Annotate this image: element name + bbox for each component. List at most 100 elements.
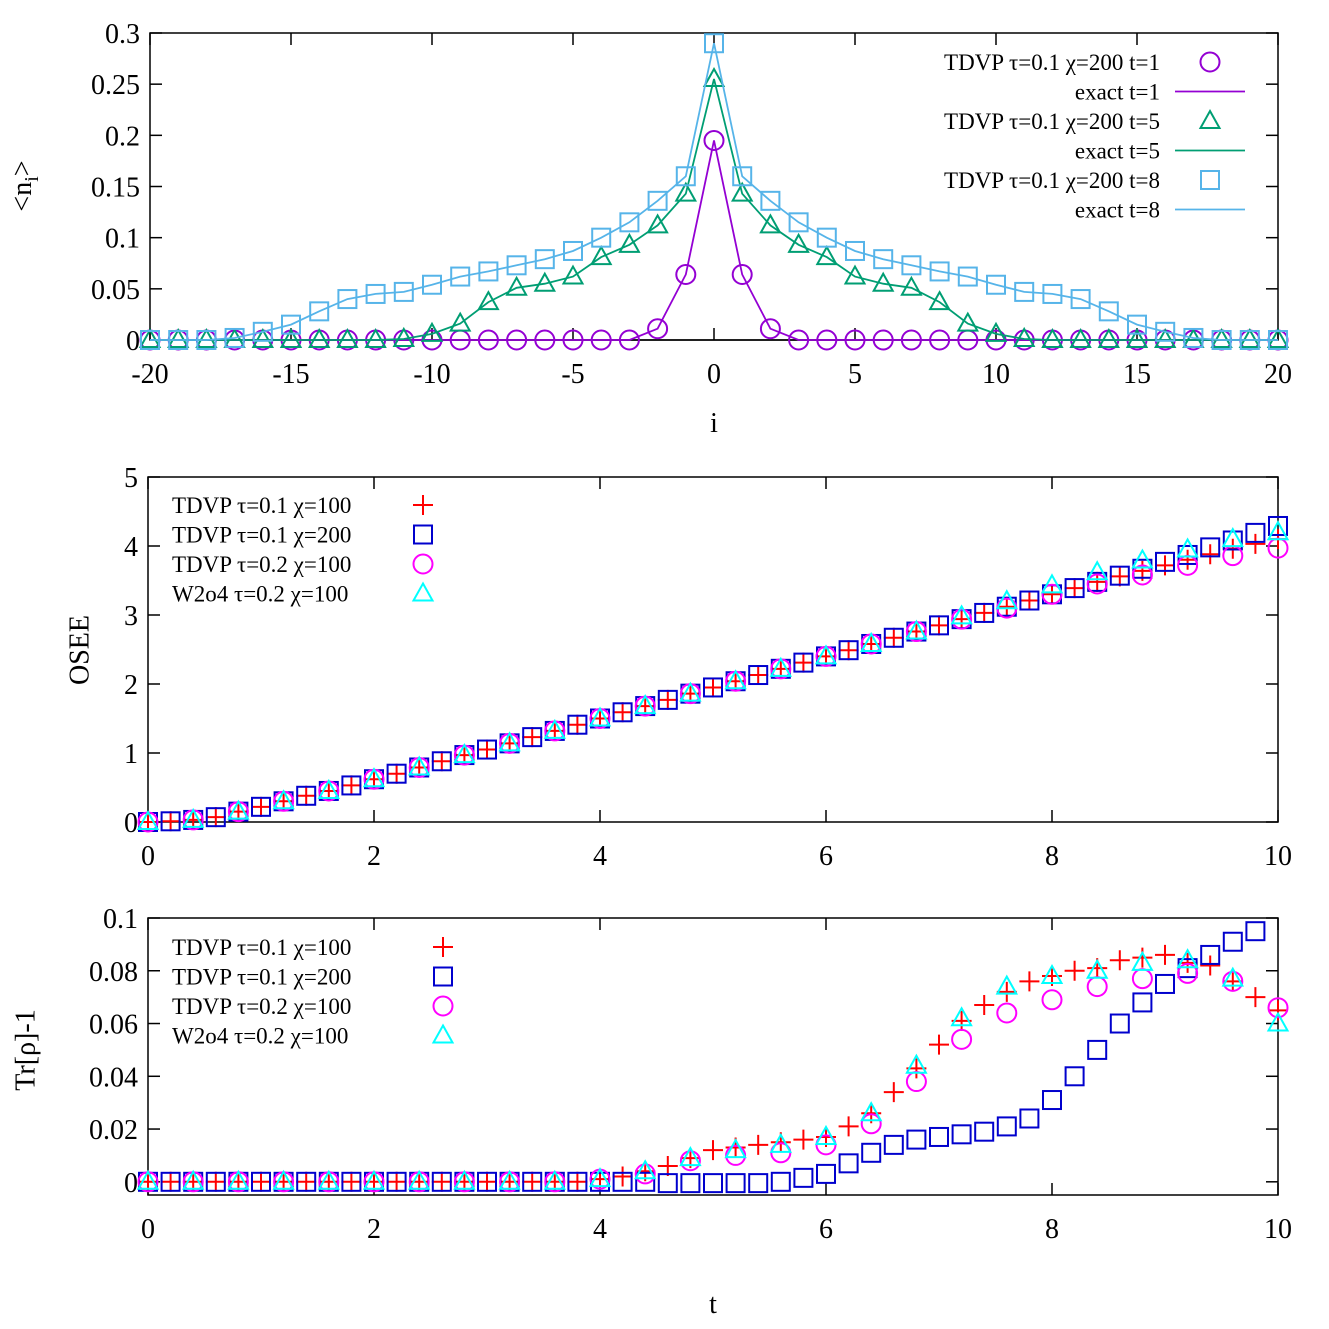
- data-point-s2: [974, 1121, 995, 1142]
- data-point-s1: [477, 1171, 497, 1192]
- legend-marker-swatch: [1199, 51, 1221, 73]
- data-layer: [136, 515, 1290, 833]
- data-point-s4: [272, 1169, 295, 1190]
- data-point-s1: [883, 1082, 904, 1103]
- data-point-s3: [1086, 573, 1108, 595]
- data-point-s3: [1238, 327, 1262, 348]
- data-point-s5: [309, 301, 330, 322]
- data-point-s1: [522, 727, 543, 748]
- data-point-s3: [1177, 962, 1199, 984]
- data-point-s2: [838, 640, 859, 661]
- data-point-s3: [251, 327, 275, 348]
- data-point-s1: [703, 129, 725, 151]
- data-point-s4: [769, 1132, 793, 1153]
- data-point-s2: [567, 1171, 588, 1192]
- data-point-s3: [787, 232, 810, 253]
- data-point-s1: [974, 995, 995, 1016]
- data-point-s1: [675, 264, 697, 286]
- data-point-s3: [1267, 997, 1289, 1019]
- data-point-s1: [731, 264, 753, 286]
- data-point-s3: [195, 327, 218, 348]
- x-axis-label: t: [709, 1289, 717, 1320]
- data-point-s4: [181, 1169, 205, 1190]
- x-tick-label: -20: [131, 359, 168, 390]
- plot-frame: [147, 476, 1279, 823]
- data-point-s2: [251, 796, 271, 817]
- data-point-s1: [1245, 533, 1266, 554]
- data-point-s2: [1222, 931, 1243, 952]
- data-point-s4: [362, 767, 386, 788]
- data-point-s4: [905, 619, 928, 640]
- data-point-s1: [759, 318, 781, 340]
- data-point-s2: [1268, 515, 1288, 536]
- data-point-s4: [588, 706, 612, 727]
- x-tick-label: 6: [819, 1214, 833, 1245]
- data-point-s2: [725, 1173, 746, 1194]
- data-point-s3: [679, 1150, 701, 1172]
- y-tick-label: 0.04: [89, 1062, 138, 1093]
- legend-marker-swatch: [1198, 108, 1222, 129]
- data-point-s3: [1041, 327, 1064, 348]
- data-point-s2: [1132, 558, 1153, 579]
- data-point-s2: [703, 677, 723, 698]
- data-point-s4: [1266, 520, 1290, 541]
- data-point-s1: [838, 640, 859, 661]
- data-point-s2: [205, 807, 226, 828]
- data-point-s2: [477, 1171, 497, 1192]
- data-point-s1: [612, 1166, 633, 1187]
- data-point-s2: [431, 751, 452, 772]
- legend-entry-label: TDVP τ=0.1 χ=200: [172, 523, 351, 548]
- legend-entry-label: TDVP τ=0.1 χ=200: [172, 965, 351, 990]
- data-point-s4: [543, 1169, 567, 1190]
- x-tick-label: 4: [593, 1214, 607, 1245]
- data-point-s2: [522, 727, 543, 748]
- data-point-s4: [859, 1101, 883, 1122]
- y-tick-label: 0: [124, 808, 138, 839]
- data-point-s4: [724, 1138, 747, 1159]
- data-point-s5: [929, 261, 950, 282]
- data-point-s2: [522, 1171, 543, 1192]
- x-tick-label: 6: [819, 841, 833, 872]
- data-point-s5: [732, 166, 753, 187]
- legend-marker-swatch: [432, 995, 454, 1017]
- x-tick-label: -15: [272, 359, 309, 390]
- data-point-s4: [995, 589, 1019, 610]
- data-point-s4: [950, 604, 973, 625]
- data-point-s4: [1221, 966, 1245, 987]
- data-point-s1: [567, 1171, 588, 1192]
- data-point-s4: [950, 1006, 973, 1027]
- data-point-s1: [703, 1140, 723, 1161]
- data-point-s1: [647, 318, 669, 340]
- data-point-s1: [1042, 584, 1062, 605]
- data-point-s4: [317, 1169, 341, 1190]
- data-point-s2: [883, 627, 904, 648]
- data-point-s5: [647, 190, 668, 211]
- data-point-s3: [307, 327, 331, 348]
- data-point-s1: [657, 1155, 678, 1176]
- data-point-s1: [793, 1129, 814, 1150]
- legend-marker-swatch: [411, 581, 435, 602]
- data-point-s2: [951, 1124, 972, 1145]
- data-point-s1: [431, 751, 452, 772]
- data-point-s3: [138, 327, 162, 348]
- data-point-s2: [996, 1116, 1017, 1137]
- data-point-s3: [860, 1113, 882, 1135]
- y-axis-label: OSEE: [64, 615, 95, 685]
- data-point-s2: [1109, 1013, 1130, 1034]
- data-point-s3: [1041, 989, 1063, 1011]
- data-point-s4: [407, 755, 431, 776]
- data-point-s3: [843, 264, 867, 285]
- legend-entry-label: W2o4 τ=0.2 χ=100: [172, 582, 348, 607]
- y-tick-label: 0.06: [89, 1010, 138, 1041]
- y-tick-label: 1: [124, 739, 138, 770]
- legend-marker-swatch: [413, 495, 433, 515]
- legend: TDVP τ=0.1 χ=100 TDVP τ=0.1 χ=200 TDVP τ=0…: [172, 493, 435, 607]
- data-point-s1: [748, 1134, 769, 1155]
- data-point-s1: [251, 1171, 271, 1192]
- data-point-s2: [160, 811, 181, 832]
- data-point-s3: [702, 67, 726, 88]
- data-point-s2: [635, 1171, 656, 1192]
- data-point-s1: [386, 763, 407, 784]
- data-point-s4: [1221, 527, 1245, 548]
- legend-marker-swatch: [1200, 170, 1220, 190]
